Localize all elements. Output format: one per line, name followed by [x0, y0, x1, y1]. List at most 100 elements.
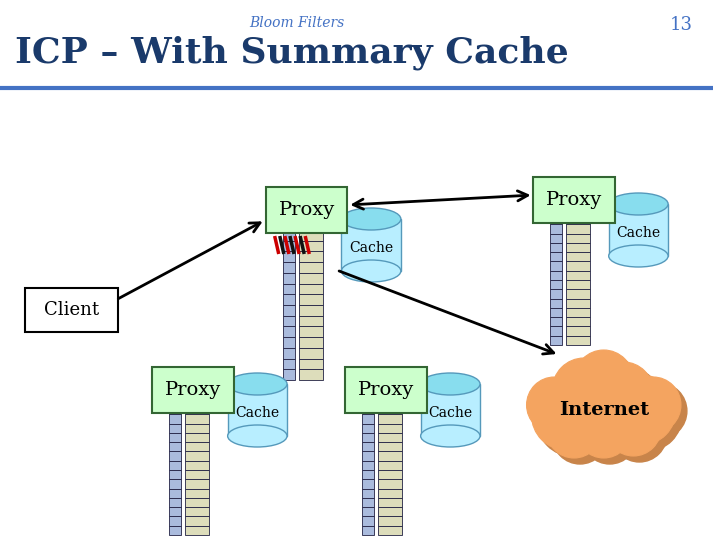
Bar: [378, 414, 402, 423]
Bar: [378, 489, 402, 498]
Bar: [566, 243, 590, 252]
Bar: [420, 384, 480, 436]
FancyBboxPatch shape: [534, 177, 615, 223]
Circle shape: [558, 364, 621, 428]
Circle shape: [631, 383, 687, 439]
Bar: [169, 507, 181, 516]
Text: 13: 13: [670, 16, 693, 34]
Text: Cache: Cache: [616, 226, 660, 240]
Bar: [283, 262, 295, 273]
Bar: [169, 433, 181, 442]
Bar: [550, 308, 562, 317]
Bar: [378, 480, 402, 489]
Text: Proxy: Proxy: [165, 381, 221, 399]
Bar: [362, 414, 374, 423]
Bar: [362, 461, 374, 470]
Circle shape: [531, 380, 600, 450]
Circle shape: [526, 377, 582, 433]
Bar: [283, 294, 295, 305]
Text: Bloom Filters: Bloom Filters: [249, 16, 345, 30]
Text: Proxy: Proxy: [358, 381, 414, 399]
Bar: [299, 262, 323, 273]
Bar: [378, 498, 402, 507]
Bar: [378, 405, 402, 414]
Bar: [299, 348, 323, 359]
Bar: [362, 507, 374, 516]
Bar: [550, 224, 562, 234]
Circle shape: [582, 408, 637, 464]
Circle shape: [607, 375, 676, 445]
Circle shape: [594, 362, 653, 422]
Bar: [299, 241, 323, 252]
Bar: [378, 461, 402, 470]
Bar: [169, 414, 181, 423]
Text: ICP – With Summary Cache: ICP – With Summary Cache: [15, 35, 569, 70]
Circle shape: [606, 400, 661, 456]
Text: Cache: Cache: [428, 406, 472, 420]
Bar: [169, 516, 181, 526]
Bar: [169, 423, 181, 433]
Ellipse shape: [420, 373, 480, 395]
Bar: [299, 284, 323, 294]
Bar: [566, 336, 590, 345]
Bar: [185, 451, 209, 461]
Bar: [550, 261, 562, 271]
Bar: [550, 215, 562, 224]
Bar: [362, 480, 374, 489]
Bar: [283, 241, 295, 252]
Bar: [299, 337, 323, 348]
Bar: [299, 326, 323, 337]
Text: Proxy: Proxy: [546, 191, 602, 209]
Bar: [299, 294, 323, 305]
Bar: [550, 317, 562, 326]
Bar: [169, 405, 181, 414]
Bar: [550, 252, 562, 261]
Bar: [566, 280, 590, 289]
Bar: [378, 442, 402, 451]
Bar: [378, 423, 402, 433]
Bar: [283, 326, 295, 337]
FancyBboxPatch shape: [266, 187, 348, 233]
Bar: [299, 273, 323, 284]
Circle shape: [562, 363, 657, 459]
Text: Client: Client: [44, 301, 99, 319]
Bar: [378, 451, 402, 461]
Bar: [550, 326, 562, 336]
Bar: [550, 234, 562, 243]
Circle shape: [537, 386, 607, 456]
Bar: [228, 384, 287, 436]
Bar: [185, 470, 209, 480]
Text: Cache: Cache: [349, 241, 393, 255]
Bar: [362, 526, 374, 535]
Bar: [566, 252, 590, 261]
Bar: [566, 289, 590, 299]
Text: Internet: Internet: [559, 401, 649, 419]
Bar: [550, 299, 562, 308]
Bar: [566, 326, 590, 336]
Bar: [283, 369, 295, 380]
Bar: [283, 337, 295, 348]
Bar: [362, 489, 374, 498]
Bar: [169, 480, 181, 489]
Bar: [299, 305, 323, 316]
Bar: [283, 273, 295, 284]
Ellipse shape: [341, 260, 401, 282]
Ellipse shape: [341, 208, 401, 230]
Bar: [566, 234, 590, 243]
Bar: [362, 405, 374, 414]
Bar: [185, 498, 209, 507]
Bar: [550, 271, 562, 280]
Circle shape: [612, 406, 667, 462]
Bar: [185, 516, 209, 526]
Circle shape: [613, 381, 682, 451]
Bar: [283, 252, 295, 262]
Bar: [566, 224, 590, 234]
Ellipse shape: [608, 245, 668, 267]
Bar: [362, 423, 374, 433]
Bar: [566, 299, 590, 308]
Bar: [550, 336, 562, 345]
FancyBboxPatch shape: [346, 367, 426, 413]
Bar: [169, 489, 181, 498]
Bar: [283, 305, 295, 316]
Bar: [566, 317, 590, 326]
